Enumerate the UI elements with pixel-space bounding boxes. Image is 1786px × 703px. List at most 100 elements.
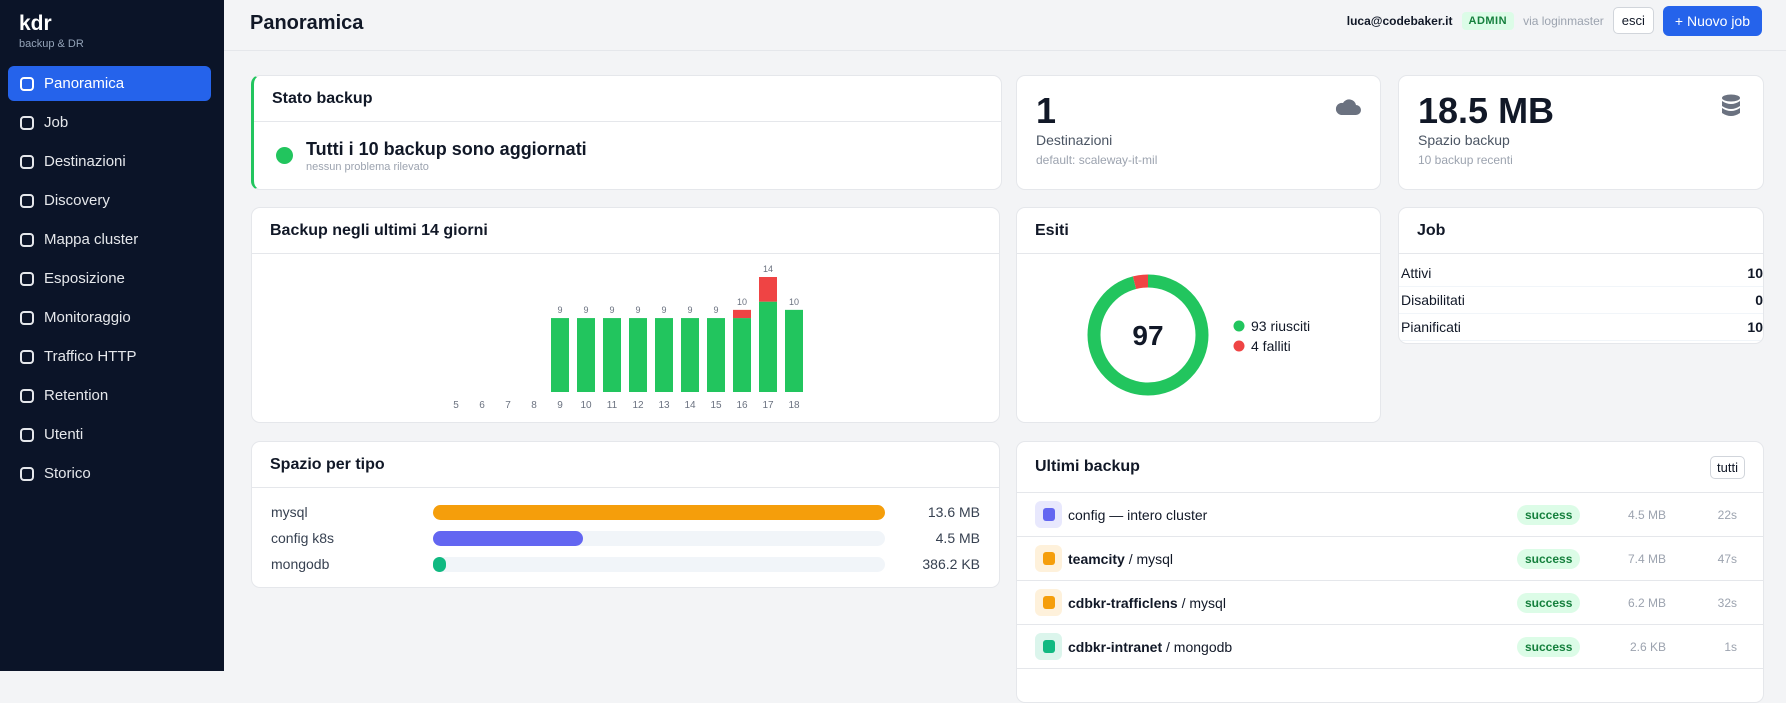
nav-item[interactable]: Discovery	[8, 183, 211, 218]
status-card: Stato backup Tutti i 10 backup sono aggi…	[251, 75, 1002, 190]
icon-shape	[20, 76, 34, 91]
x-tick-label: 5	[453, 400, 459, 411]
legend-dot	[1233, 320, 1245, 332]
x-tick-label: 11	[607, 400, 618, 411]
icon-glyph	[1042, 552, 1055, 565]
job-count: 0	[1755, 292, 1763, 308]
backup-duration: 47s	[1717, 551, 1737, 566]
nav-label: Panoramica	[44, 75, 125, 92]
nav-icon	[20, 349, 34, 364]
x-tick-label: 17	[762, 400, 774, 411]
bar-total-label: 9	[635, 305, 640, 315]
status-dot	[276, 147, 293, 164]
nav-label: Retention	[44, 387, 109, 404]
bar-segment	[603, 318, 621, 392]
job-label: Disabilitati	[1401, 292, 1465, 308]
backup-icon	[1035, 545, 1062, 572]
bar-total-label: 9	[661, 305, 666, 315]
bar-segment	[733, 318, 751, 392]
donut-total: 97	[1132, 320, 1163, 351]
outcomes-card: Esiti 93 riusciti 4 falliti 97	[1016, 207, 1381, 423]
nav-item[interactable]: Panoramica	[8, 66, 211, 101]
backup-name: cdbkr-trafficlens / mysql	[1068, 595, 1226, 611]
all-button[interactable]: tutti	[1710, 455, 1745, 479]
backup-row[interactable]: cdbkr-trafficlens / mysql success 6.2 MB 32…	[1017, 581, 1763, 625]
logout-button[interactable]: esci	[1612, 7, 1654, 34]
recent-card: Ultimi backup tutti config — intero clus…	[1016, 441, 1764, 703]
backup-target: / mongodb	[1166, 638, 1233, 655]
icon-shape	[20, 427, 34, 442]
nav-item[interactable]: Monitoraggio	[8, 300, 211, 335]
x-tick-label: 18	[788, 400, 800, 411]
status-detail: nessun problema rilevato	[306, 161, 429, 173]
page-title: Panoramica	[250, 12, 364, 34]
backup-size: 2.6 KB	[1629, 639, 1666, 654]
nav-item[interactable]: Storico	[8, 456, 211, 491]
bar-track	[433, 504, 885, 520]
nav-item[interactable]: Destinazioni	[8, 144, 211, 179]
space-bar	[433, 556, 446, 572]
backup-name: config — intero cluster	[1068, 507, 1207, 523]
backup-size: 7.4 MB	[1627, 551, 1666, 566]
job-label: Pianificati	[1401, 319, 1461, 335]
x-tick-label: 8	[531, 400, 537, 411]
icon-glyph	[1042, 596, 1055, 609]
legend-label: 4 falliti	[1251, 338, 1291, 354]
backup-title: config — intero cluster	[1068, 506, 1208, 523]
bar-total-label: 9	[713, 305, 718, 315]
nav-icon	[20, 271, 34, 286]
nav-item[interactable]: Traffico HTTP	[8, 339, 211, 374]
nav-icon	[20, 388, 34, 403]
x-tick-label: 12	[632, 400, 644, 411]
nav-icon	[20, 310, 34, 325]
bar-total-label: 10	[789, 297, 799, 307]
status-pill: success	[1517, 504, 1581, 525]
backup-row[interactable]: cdbkr-intranet / mongodb success 2.6 KB 1s	[1017, 625, 1763, 669]
status-message: Tutti i 10 backup sono aggiornati	[306, 139, 587, 159]
x-tick-label: 7	[505, 400, 511, 411]
x-tick-label: 9	[557, 400, 563, 411]
card-title: Job	[1399, 208, 1763, 254]
nav-item[interactable]: Mappa cluster	[8, 222, 211, 257]
nav-icon	[20, 76, 34, 91]
job-count: 10	[1747, 265, 1763, 281]
new-job-button[interactable]: + Nuovo job	[1662, 5, 1762, 36]
type-label: mysql	[271, 504, 308, 520]
icon-shape	[20, 271, 34, 286]
legend-label: 93 riusciti	[1251, 318, 1310, 334]
status-pill: success	[1517, 636, 1581, 657]
stat-label: Spazio backup	[1418, 132, 1510, 148]
nav-icon	[20, 427, 34, 442]
nav-label: Utenti	[44, 426, 84, 443]
size-label: 4.5 MB	[935, 530, 980, 546]
x-tick-label: 6	[479, 400, 485, 411]
sidebar: kdr backup & DR Panoramica Job Destinazion…	[0, 0, 224, 671]
card-header: Ultimi backup tutti	[1017, 442, 1763, 493]
icon-shape	[20, 310, 34, 325]
nav-item[interactable]: Retention	[8, 378, 211, 413]
icon-shape	[20, 115, 34, 130]
size-label: 13.6 MB	[927, 504, 980, 520]
nav-item[interactable]: Utenti	[8, 417, 211, 452]
login-via: via loginmaster	[1523, 13, 1604, 28]
job-row: Disabilitati 0	[1399, 287, 1763, 314]
space-bar	[433, 530, 583, 546]
bar-total-label: 9	[583, 305, 588, 315]
backup-row[interactable]: teamcity / mysql success 7.4 MB 47s	[1017, 537, 1763, 581]
backup-duration: 22s	[1717, 507, 1737, 522]
bar-segment	[759, 277, 777, 302]
donut-chart: 93 riusciti 4 falliti 97	[1087, 274, 1310, 396]
backup-row[interactable]: config — intero cluster success 4.5 MB 22s	[1017, 493, 1763, 537]
backup-icon	[1035, 589, 1062, 616]
space-row: config k8s 4.5 MB	[252, 528, 999, 548]
nav-item[interactable]: Job	[8, 105, 211, 140]
nav-item[interactable]: Esposizione	[8, 261, 211, 296]
stat-detail: default: scaleway-it-mil	[1036, 153, 1158, 167]
nav-label: Discovery	[44, 192, 110, 209]
backup-icon	[1035, 501, 1062, 528]
icon-glyph	[1042, 640, 1055, 653]
destinations-card: 1 Destinazioni default: scaleway-it-mil	[1016, 75, 1381, 190]
backup-title: cdbkr-intranet	[1068, 638, 1163, 655]
card-title: Spazio per tipo	[252, 442, 999, 488]
type-label: mongodb	[271, 556, 330, 572]
